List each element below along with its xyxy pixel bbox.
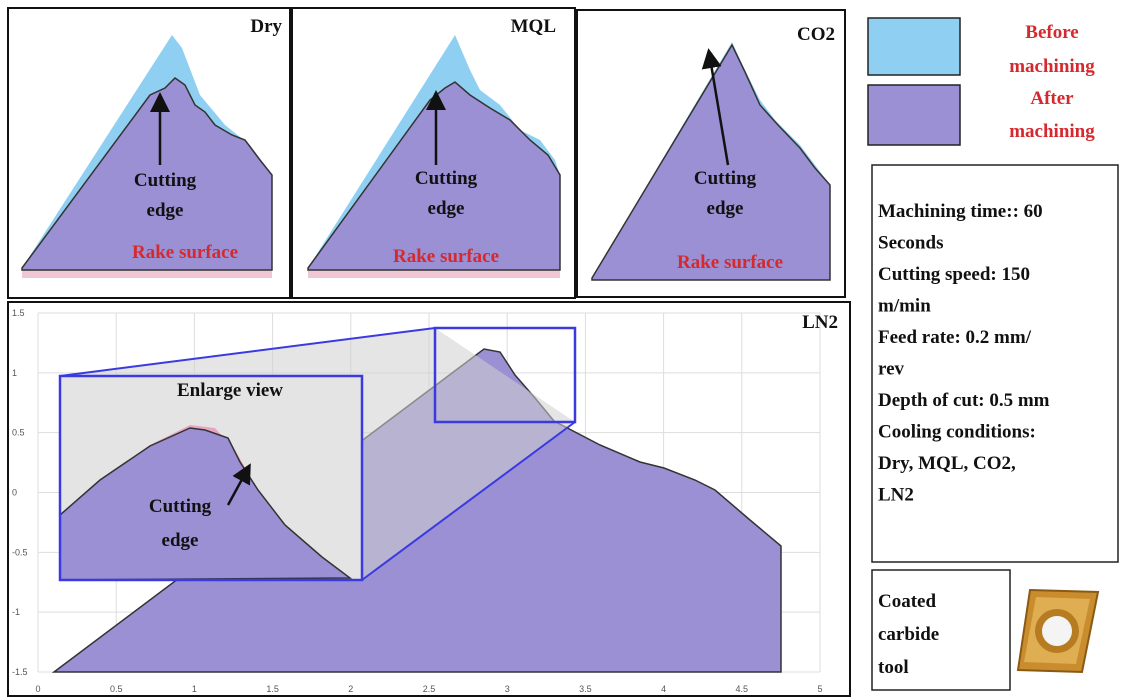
x-tick-label: 1.5 [266, 684, 279, 694]
legend-label: Before [1025, 22, 1078, 43]
legend-label: machining [1009, 121, 1095, 142]
x-tick-label: 3.5 [579, 684, 592, 694]
panel-dry: Dry Cutting edge Rake surface [7, 7, 291, 299]
condition-line: Dry, MQL, CO2, [878, 453, 1016, 474]
x-tick-label: 0 [35, 684, 40, 694]
tool-label: carbide [878, 624, 939, 645]
condition-line: Feed rate: 0.2 mm/ [878, 327, 1032, 348]
condition-line: Cooling conditions: [878, 422, 1036, 443]
x-tick-label: 4 [661, 684, 666, 694]
surface-label: Rake surface [132, 242, 238, 263]
y-tick-label: 1.5 [12, 308, 25, 318]
panel-label: LN2 [802, 312, 838, 333]
condition-line: LN2 [878, 485, 914, 506]
x-tick-label: 0.5 [110, 684, 123, 694]
condition-line: rev [878, 359, 905, 380]
condition-line: Cutting speed: 150 [878, 264, 1030, 285]
annotation: Cutting [134, 170, 197, 191]
panel-ln2: 0 0.5 1 1.5 2 2.5 3 3.5 4 4.5 51.510.50-0.5-1-1.5 … [7, 301, 851, 697]
x-tick-label: 1 [192, 684, 197, 694]
tool-label: Coated [878, 591, 936, 612]
x-tick-label: 2.5 [423, 684, 436, 694]
panel-label: Dry [250, 16, 282, 37]
legend-label: After [1030, 88, 1074, 109]
panel-co2: CO2 Cutting edge Rake surface [576, 9, 846, 298]
tool-label: tool [878, 657, 909, 678]
surface-label: Rake surface [677, 252, 783, 273]
y-tick-label: 0 [12, 488, 17, 498]
y-tick-label: -1 [12, 607, 20, 617]
tool-box: Coated carbide tool [871, 569, 1100, 691]
panel-label: CO2 [797, 24, 835, 45]
enlarge-label: Enlarge view [177, 380, 283, 401]
condition-line: Seconds [878, 233, 943, 254]
legend-label: machining [1009, 56, 1095, 77]
annotation: Cutting [149, 496, 212, 517]
annotation: Cutting [415, 168, 478, 189]
surface-label: Rake surface [393, 246, 499, 267]
y-tick-label: 0.5 [12, 428, 25, 438]
annotation: edge [162, 530, 199, 551]
x-tick-label: 3 [505, 684, 510, 694]
condition-line: Machining time:: 60 [878, 201, 1043, 222]
panel-mql: MQL Cutting edge Rake surface [291, 7, 576, 299]
condition-line: m/min [878, 296, 931, 317]
annotation: edge [147, 200, 184, 221]
y-tick-label: -1.5 [12, 667, 28, 677]
annotation: edge [707, 198, 744, 219]
x-tick-label: 2 [348, 684, 353, 694]
condition-line: Depth of cut: 0.5 mm [878, 390, 1050, 411]
x-tick-label: 5 [817, 684, 822, 694]
panel-label: MQL [511, 16, 556, 37]
x-tick-label: 4.5 [736, 684, 749, 694]
y-tick-label: 1 [12, 368, 17, 378]
y-tick-label: -0.5 [12, 547, 28, 557]
annotation: Cutting [694, 168, 757, 189]
legend: Before machining After machining [867, 17, 1095, 146]
annotation: edge [428, 198, 465, 219]
